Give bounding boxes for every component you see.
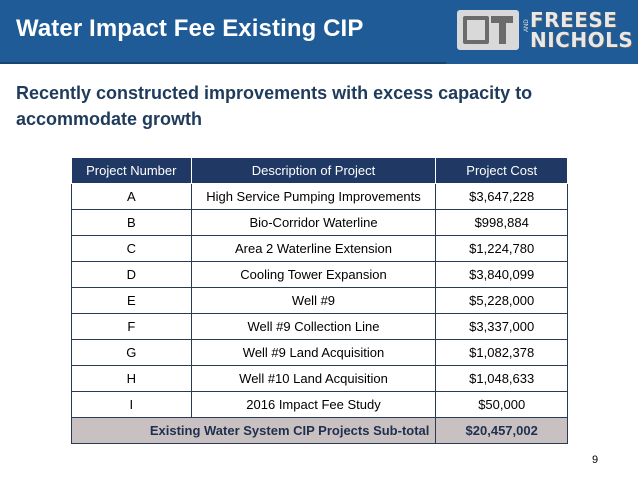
header-project-number: Project Number xyxy=(71,157,192,184)
project-number-cell: B xyxy=(71,209,192,236)
subtotal-cost: $20,457,002 xyxy=(435,417,568,444)
project-cost-cell: $1,048,633 xyxy=(435,365,568,392)
logo-word-freese: FREESE xyxy=(530,8,618,32)
project-cost-cell: $3,647,228 xyxy=(435,183,568,210)
table-row: G Well #9 Land Acquisition $1,082,378 xyxy=(71,339,568,366)
project-cost-cell: $50,000 xyxy=(435,391,568,418)
project-number-cell: F xyxy=(71,313,192,340)
project-number-cell: H xyxy=(71,365,192,392)
project-description-cell: 2016 Impact Fee Study xyxy=(190,391,437,418)
project-cost-cell: $3,337,000 xyxy=(435,313,568,340)
subtotal-row: Existing Water System CIP Projects Sub-t… xyxy=(70,417,568,444)
logo-word-nichols: NICHOLS xyxy=(530,28,634,52)
slide-subtitle: Recently constructed improvements with e… xyxy=(16,83,533,129)
table-row: D Cooling Tower Expansion $3,840,099 xyxy=(71,261,568,288)
header-project-cost: Project Cost xyxy=(435,157,568,184)
project-description-cell: Bio-Corridor Waterline xyxy=(190,209,437,236)
project-number-cell: G xyxy=(71,339,192,366)
project-cost-cell: $5,228,000 xyxy=(435,287,568,314)
table-row: H Well #10 Land Acquisition $1,048,633 xyxy=(71,365,568,392)
table-row: C Area 2 Waterline Extension $1,224,780 xyxy=(71,235,568,262)
project-number-cell: A xyxy=(71,183,192,210)
project-cost-cell: $3,840,099 xyxy=(435,261,568,288)
table-row: F Well #9 Collection Line $3,337,000 xyxy=(71,313,568,340)
header-description: Description of Project xyxy=(190,157,437,184)
project-number-cell: E xyxy=(71,287,192,314)
company-logo: FREESE AND NICHOLS xyxy=(446,0,638,64)
project-description-cell: Well #10 Land Acquisition xyxy=(190,365,437,392)
table-row: I 2016 Impact Fee Study $50,000 xyxy=(71,391,568,418)
project-description-cell: Cooling Tower Expansion xyxy=(190,261,437,288)
project-description-cell: Well #9 Collection Line xyxy=(190,313,437,340)
project-cost-cell: $1,082,378 xyxy=(435,339,568,366)
cip-projects-table: Project Number Description of Project Pr… xyxy=(70,157,568,444)
page-number: 9 xyxy=(592,454,599,466)
project-description-cell: Area 2 Waterline Extension xyxy=(190,235,437,262)
slide-title: Water Impact Fee Existing CIP xyxy=(16,15,364,42)
subtotal-label: Existing Water System CIP Projects Sub-t… xyxy=(70,417,437,444)
project-number-cell: C xyxy=(71,235,192,262)
freese-nichols-logo-mark-icon xyxy=(457,10,519,50)
project-cost-cell: $1,224,780 xyxy=(435,235,568,262)
table-header-row: Project Number Description of Project Pr… xyxy=(71,157,568,184)
project-description-cell: High Service Pumping Improvements xyxy=(190,183,437,210)
project-description-cell: Well #9 Land Acquisition xyxy=(190,339,437,366)
project-cost-cell: $998,884 xyxy=(435,209,568,236)
project-number-cell: D xyxy=(71,261,192,288)
table-row: E Well #9 $5,228,000 xyxy=(71,287,568,314)
table-row: B Bio-Corridor Waterline $998,884 xyxy=(71,209,568,236)
project-number-cell: I xyxy=(71,391,192,418)
project-description-cell: Well #9 xyxy=(190,287,437,314)
table-row: A High Service Pumping Improvements $3,6… xyxy=(71,183,568,210)
